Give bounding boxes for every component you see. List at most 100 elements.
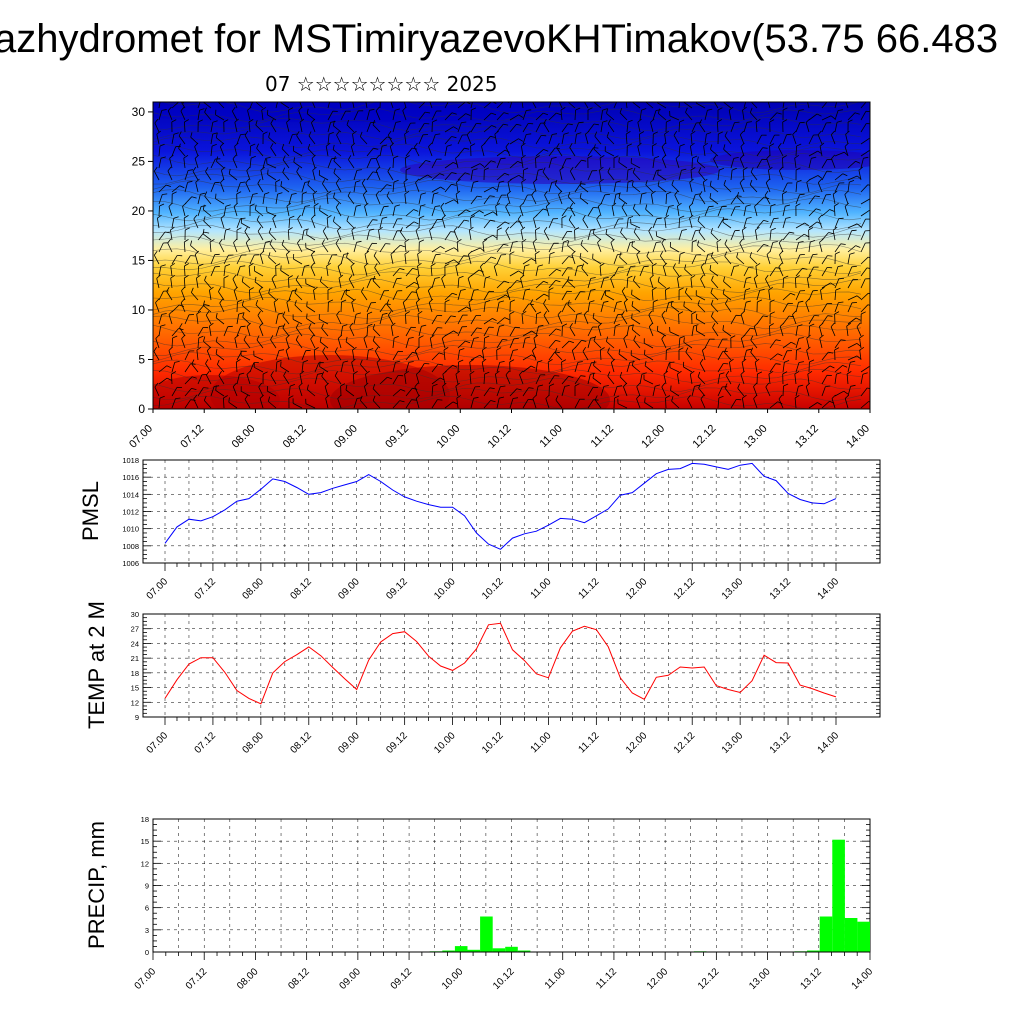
wind-barb-shaft [670, 246, 680, 253]
wind-barb-shaft [440, 206, 446, 217]
wind-barb-shaft [709, 185, 719, 193]
wind-barb-shaft [806, 278, 810, 289]
wind-barb-flag [425, 160, 431, 163]
wind-barb-shaft [506, 290, 511, 301]
wind-barb-shaft [470, 327, 478, 337]
wind-barb-shaft [821, 102, 828, 109]
wind-barb-shaft [808, 113, 818, 121]
wind-barb-flag [430, 334, 435, 339]
wind-barb-shaft [561, 231, 568, 241]
wind-barb-flag [702, 346, 707, 351]
wind-barb-shaft [210, 254, 216, 265]
wind-barb-shaft [769, 134, 775, 145]
wind-barb-shaft [470, 123, 477, 133]
wind-barb-shaft [327, 158, 332, 169]
wind-barb-flag [255, 299, 258, 306]
wind-barb-shaft [561, 279, 569, 289]
wind-barb-shaft [457, 326, 463, 337]
wind-barb-shaft [691, 194, 696, 205]
wind-barb-shaft [755, 121, 758, 133]
wind-barb-flag [404, 370, 409, 375]
wind-barb-flag [257, 226, 262, 232]
wind-barb-flag [281, 143, 285, 149]
wind-barb-flag [257, 310, 261, 316]
wind-barb-flag [204, 107, 207, 113]
wind-barb-shaft [219, 146, 225, 157]
wind-barb-flag [268, 252, 271, 258]
wind-barb-shaft [756, 220, 764, 229]
wind-barb-shaft [579, 197, 589, 205]
wind-barb-shaft [831, 158, 836, 169]
wind-barb-flag [415, 286, 420, 291]
wind-barb-shaft [327, 122, 331, 133]
wind-barb-flag [204, 191, 208, 197]
wind-barb-flag [538, 324, 544, 327]
wind-barb-flag [455, 382, 460, 387]
wind-barb-flag [364, 250, 370, 255]
wind-barb-shaft [844, 398, 849, 409]
wind-barb-flag [530, 365, 536, 369]
wind-barb-shaft [522, 266, 526, 277]
wind-barb-shaft [326, 217, 329, 229]
wind-barb-shaft [282, 327, 290, 337]
wind-barb-flag [312, 166, 317, 171]
wind-barb-flag [739, 178, 744, 184]
wind-barb-shaft [670, 390, 680, 397]
wind-barb-flag [349, 322, 354, 328]
panel-x-tick-label: 12.00 [624, 576, 650, 602]
wind-barb-shaft [191, 292, 199, 301]
wind-barb-flag [506, 190, 512, 195]
chart-subtitle: 07 ☆☆☆☆☆☆☆☆ 2025 [265, 72, 498, 96]
wind-barb-flag [411, 399, 417, 401]
wind-barb-flag [617, 313, 623, 316]
wind-barb-shaft [782, 341, 792, 349]
wind-barb-shaft [639, 133, 641, 145]
wind-barb-shaft [206, 374, 212, 385]
wind-barb-shaft [470, 182, 474, 193]
wind-barb-flag [288, 227, 293, 231]
wind-barb-shaft [431, 110, 437, 121]
wind-barb-shaft [254, 270, 264, 277]
wind-barb-shaft [374, 351, 381, 361]
wind-barb-shaft [483, 136, 491, 145]
wind-barb-flag [567, 276, 570, 282]
wind-barb-flag [356, 240, 362, 243]
wind-barb-shaft [246, 374, 251, 385]
wind-barb-shaft [431, 219, 438, 229]
wind-barb-flag [203, 300, 205, 306]
wind-barb-shaft [236, 314, 240, 325]
wind-barb-shaft [281, 148, 290, 157]
wind-barb-shaft [158, 266, 162, 277]
wind-barb-flag [320, 276, 322, 282]
wind-barb-flag [742, 106, 747, 111]
wind-barb-flag [710, 299, 714, 305]
wind-barb-flag [479, 163, 485, 167]
wind-barb-shaft [233, 242, 238, 253]
wind-barb-shaft [292, 403, 303, 409]
wind-barb-shaft [392, 351, 399, 361]
wind-barb-flag [306, 384, 309, 390]
wind-barb-flag [703, 142, 708, 147]
wind-barb-flag [387, 376, 393, 380]
wind-barb-flag [563, 240, 569, 243]
wind-barb-shaft [648, 326, 654, 337]
wind-barb-flag [785, 204, 791, 207]
wind-barb-shaft [338, 278, 342, 289]
wind-barb-shaft [417, 266, 420, 277]
wind-barb-flag [288, 107, 294, 111]
wind-barb-flag [352, 346, 357, 351]
wind-barb-shaft [404, 102, 407, 109]
wind-barb-flag [303, 228, 309, 231]
wind-barb-flag [168, 202, 173, 207]
wind-barb-shaft [587, 374, 591, 385]
wind-barb-flag [695, 193, 701, 195]
wind-barb-shaft [847, 295, 858, 301]
wind-barb-flag [430, 263, 436, 267]
wind-barb-flag [516, 280, 522, 283]
wind-barb-flag [482, 346, 487, 351]
wind-barb-flag [654, 156, 660, 159]
wind-barb-shaft [678, 337, 681, 349]
wind-barb-flag [325, 142, 331, 147]
wind-barb-shaft [665, 206, 670, 217]
y-tick-label: 1018 [122, 456, 139, 465]
